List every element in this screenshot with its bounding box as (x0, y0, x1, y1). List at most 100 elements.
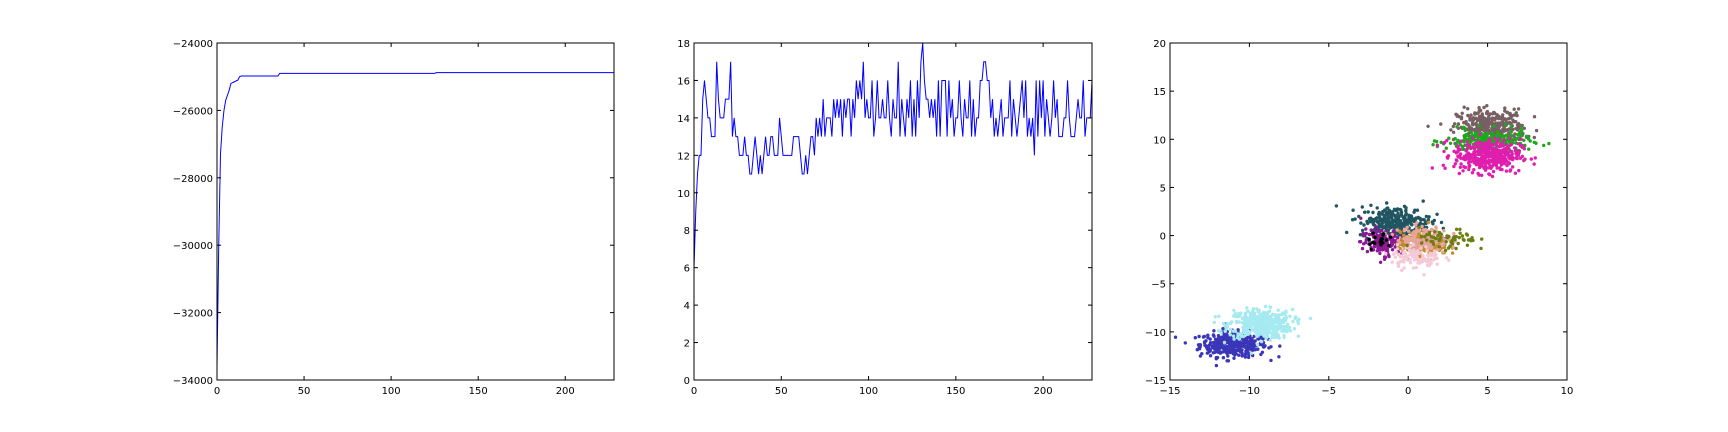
scatter-point (1207, 343, 1212, 347)
scatter-point (1509, 130, 1513, 134)
scatter-point (1509, 154, 1513, 158)
scatter-point (1431, 143, 1435, 147)
scatter-point (1495, 140, 1499, 144)
scatter-point (1261, 337, 1265, 341)
scatter-point (1519, 137, 1523, 141)
scatter-point (1371, 231, 1375, 235)
scatter-point (1390, 232, 1395, 237)
scatter-point (1476, 111, 1480, 115)
scatter-point (1471, 123, 1475, 127)
scatter-point (1402, 251, 1407, 255)
scatter-point (1196, 343, 1201, 347)
scatter-point (1459, 162, 1463, 166)
scatter-point (1547, 141, 1551, 146)
scatter-point (1364, 227, 1368, 231)
scatter-point (1533, 156, 1538, 160)
scatter-point (1260, 312, 1264, 317)
scatter-point (1262, 344, 1267, 349)
scatter-point (1484, 160, 1488, 164)
scatter-point (1213, 315, 1218, 319)
scatter-point (1214, 343, 1218, 347)
scatter-point (1225, 359, 1229, 363)
cluster-count-y-tick-label: 8 (684, 226, 690, 237)
scatter-point (1532, 115, 1537, 119)
scatter-point (1404, 211, 1408, 216)
scatter-point (1256, 315, 1260, 319)
scatter-point (1436, 234, 1440, 238)
scatter-point (1489, 134, 1494, 138)
cluster-10 (1405, 225, 1484, 253)
scatter-point (1202, 334, 1207, 339)
scatter-point (1426, 259, 1430, 263)
scatter-point (1515, 113, 1519, 118)
scatter-point (1270, 327, 1274, 331)
scatter-point (1421, 199, 1425, 203)
scatter-point (1439, 232, 1443, 236)
scatter-point (1229, 343, 1233, 348)
scatter-point (1392, 252, 1396, 256)
scatter-point (1256, 347, 1260, 351)
scatter-point (1240, 348, 1244, 352)
scatter-point (1366, 210, 1370, 214)
scatter-point (1409, 221, 1413, 226)
scatter-point (1491, 140, 1495, 144)
scatter-point (1284, 315, 1288, 319)
scatter-point (1502, 161, 1507, 166)
scatter-point (1522, 126, 1527, 130)
convergence-x-tick-label: 50 (298, 386, 311, 397)
scatter-point (1362, 223, 1366, 227)
scatter-point (1398, 255, 1403, 259)
scatter-point (1270, 332, 1274, 337)
scatter-point (1505, 110, 1510, 115)
scatter-point (1434, 225, 1438, 229)
scatter-point (1468, 145, 1473, 149)
scatter-point (1452, 122, 1457, 126)
scatter-point (1364, 231, 1369, 236)
scatter-point (1245, 325, 1249, 329)
scatter-point (1509, 133, 1514, 138)
scatter-point (1193, 336, 1198, 340)
scatter-point (1296, 334, 1301, 338)
scatter-point (1432, 139, 1437, 143)
scatter-point (1395, 208, 1399, 212)
scatter-point (1506, 151, 1511, 155)
scatter-point (1213, 350, 1217, 354)
convergence-y-tick-label: −32000 (173, 309, 213, 320)
scatter-point (1441, 250, 1445, 254)
scatter-point (1217, 336, 1221, 340)
cluster-count-x-tick-label: 150 (946, 386, 965, 397)
scatter-point (1280, 329, 1284, 333)
scatter-point (1245, 318, 1250, 322)
scatter-point (1453, 137, 1457, 141)
cluster-1 (1212, 304, 1313, 355)
scatter-point (1386, 206, 1390, 210)
scatter-point (1469, 139, 1474, 143)
cluster-11 (1367, 231, 1393, 252)
scatter-point (1400, 225, 1404, 230)
scatter-point (1385, 225, 1390, 229)
scatter-point (1411, 243, 1416, 247)
scatter-point (1424, 227, 1428, 232)
scatter-point (1457, 235, 1462, 240)
scatter-point (1245, 306, 1249, 310)
scatter-point (1442, 140, 1447, 145)
scatter-point (1413, 208, 1417, 212)
scatter-point (1240, 316, 1245, 320)
scatter-point (1369, 228, 1373, 232)
scatter-point (1489, 164, 1493, 168)
scatter-point (1476, 158, 1480, 162)
scatter-point (1367, 232, 1372, 237)
scatter-point (1493, 111, 1497, 115)
scatter-point (1393, 255, 1398, 259)
scatter-point (1208, 337, 1212, 341)
scatter-point (1433, 253, 1437, 258)
scatter-point (1243, 353, 1247, 358)
scatter-point (1516, 122, 1521, 126)
scatter-point (1466, 143, 1470, 147)
scatter-point (1286, 327, 1291, 331)
scatter-point (1261, 329, 1266, 333)
scatter-point (1403, 215, 1407, 220)
scatter-point (1219, 350, 1224, 354)
cluster-scatter-y-tick-label: −5 (1151, 280, 1166, 291)
scatter-point (1250, 341, 1255, 345)
